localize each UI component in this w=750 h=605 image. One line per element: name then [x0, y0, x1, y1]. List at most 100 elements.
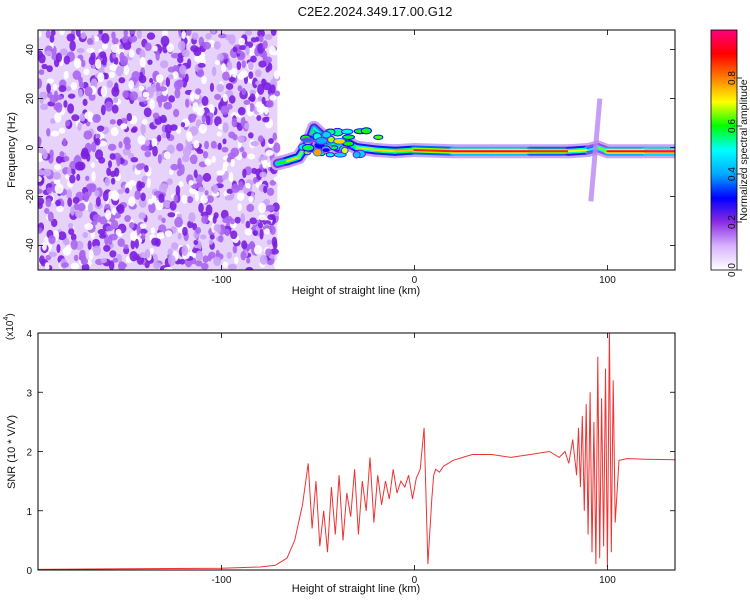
noise-speck — [222, 71, 230, 81]
noise-speck — [257, 96, 263, 102]
noise-speck — [176, 143, 184, 152]
noise-speck — [262, 40, 268, 49]
noise-speck — [274, 260, 280, 270]
noise-speck — [202, 255, 209, 263]
signal-blob — [312, 148, 323, 157]
noise-speck — [56, 244, 61, 253]
noise-speck — [119, 51, 125, 61]
noise-speck — [115, 229, 122, 236]
noise-speck — [256, 103, 264, 113]
noise-speck — [206, 195, 214, 203]
noise-speck — [197, 62, 206, 68]
noise-speck — [45, 30, 51, 39]
signal-blob — [321, 130, 332, 139]
noise-speck — [112, 191, 120, 201]
noise-speck — [198, 202, 204, 213]
colorbar: 0.0 0.2 0.4 0.6 0.8 Normalized spectral ampl… — [710, 29, 750, 277]
noise-speck — [167, 212, 176, 218]
spectrogram-x-tick-label: 100 — [599, 275, 616, 286]
noise-speck — [215, 249, 220, 258]
noise-speck — [267, 214, 276, 221]
noise-speck — [231, 117, 238, 128]
noise-speck — [214, 59, 221, 66]
snr-scale-label: (x104) — [3, 313, 16, 340]
noise-speck — [86, 37, 94, 45]
noise-speck — [75, 209, 81, 218]
noise-speck — [179, 164, 185, 175]
noise-speck — [109, 170, 117, 178]
spectrogram-signal-layer — [270, 98, 675, 202]
noise-speck — [269, 95, 277, 101]
noise-speck — [44, 262, 50, 270]
noise-speck — [109, 119, 116, 125]
noise-speck — [54, 183, 64, 194]
signal-blob — [342, 134, 356, 140]
noise-speck — [75, 30, 81, 37]
noise-speck — [264, 33, 273, 41]
noise-speck — [73, 254, 79, 262]
noise-speck — [248, 103, 255, 112]
colorbar-tick-label: 0.4 — [727, 167, 738, 181]
noise-speck — [118, 77, 126, 84]
noise-speck — [86, 183, 96, 191]
noise-speck — [144, 150, 152, 158]
noise-speck — [246, 257, 251, 264]
signal-band-core — [355, 146, 377, 151]
noise-speck — [104, 177, 111, 187]
noise-speck — [193, 47, 202, 57]
noise-speck — [109, 233, 118, 241]
noise-speck — [63, 55, 71, 65]
noise-speck — [186, 30, 192, 37]
noise-speck — [41, 241, 47, 251]
noise-speck — [146, 32, 156, 40]
noise-speck — [94, 58, 102, 70]
colorbar-ticks: 0.0 0.2 0.4 0.6 0.8 — [727, 71, 742, 277]
noise-speck — [159, 60, 169, 69]
noise-speck — [236, 184, 241, 192]
noise-speck — [105, 209, 112, 221]
signal-blob — [315, 137, 328, 145]
noise-speck — [167, 248, 173, 256]
noise-speck — [134, 190, 141, 200]
noise-speck — [222, 138, 227, 145]
noise-speck — [258, 60, 267, 68]
noise-speck — [161, 183, 169, 189]
signal-blob — [340, 128, 354, 135]
noise-speck — [165, 76, 171, 88]
noise-speck — [246, 203, 255, 213]
noise-speck — [128, 49, 135, 58]
noise-speck — [143, 107, 152, 118]
colorbar-label: Normalized spectral amplitude — [738, 79, 750, 220]
noise-speck — [92, 245, 102, 256]
noise-speck — [140, 123, 146, 135]
noise-speck — [181, 194, 188, 204]
spectrogram-x-tick-label: -100 — [211, 275, 231, 286]
spectrogram-y-tick-label: 40 — [25, 44, 36, 56]
noise-speck — [192, 102, 199, 113]
noise-speck — [193, 239, 199, 246]
noise-speck — [99, 51, 107, 59]
noise-speck — [228, 76, 236, 83]
figure-title: C2E2.2024.349.17.00.G12 — [298, 4, 453, 19]
noise-speck — [186, 196, 194, 203]
noise-speck — [126, 112, 133, 122]
noise-speck — [38, 78, 43, 89]
noise-speck — [265, 204, 275, 212]
noise-speck — [59, 30, 65, 36]
noise-speck — [224, 228, 230, 237]
noise-speck — [221, 146, 229, 153]
noise-speck — [157, 214, 163, 221]
noise-speck — [110, 126, 119, 137]
noise-speck — [194, 191, 199, 202]
noise-speck — [222, 261, 229, 268]
noise-speck — [139, 56, 146, 68]
noise-speck — [66, 33, 76, 42]
noise-speck — [38, 69, 45, 76]
noise-speck — [77, 122, 82, 131]
noise-speck — [132, 126, 138, 133]
noise-speck — [152, 145, 158, 157]
noise-speck — [252, 77, 258, 89]
noise-speck — [186, 132, 193, 143]
noise-speck — [63, 100, 68, 108]
noise-speck — [222, 161, 229, 168]
